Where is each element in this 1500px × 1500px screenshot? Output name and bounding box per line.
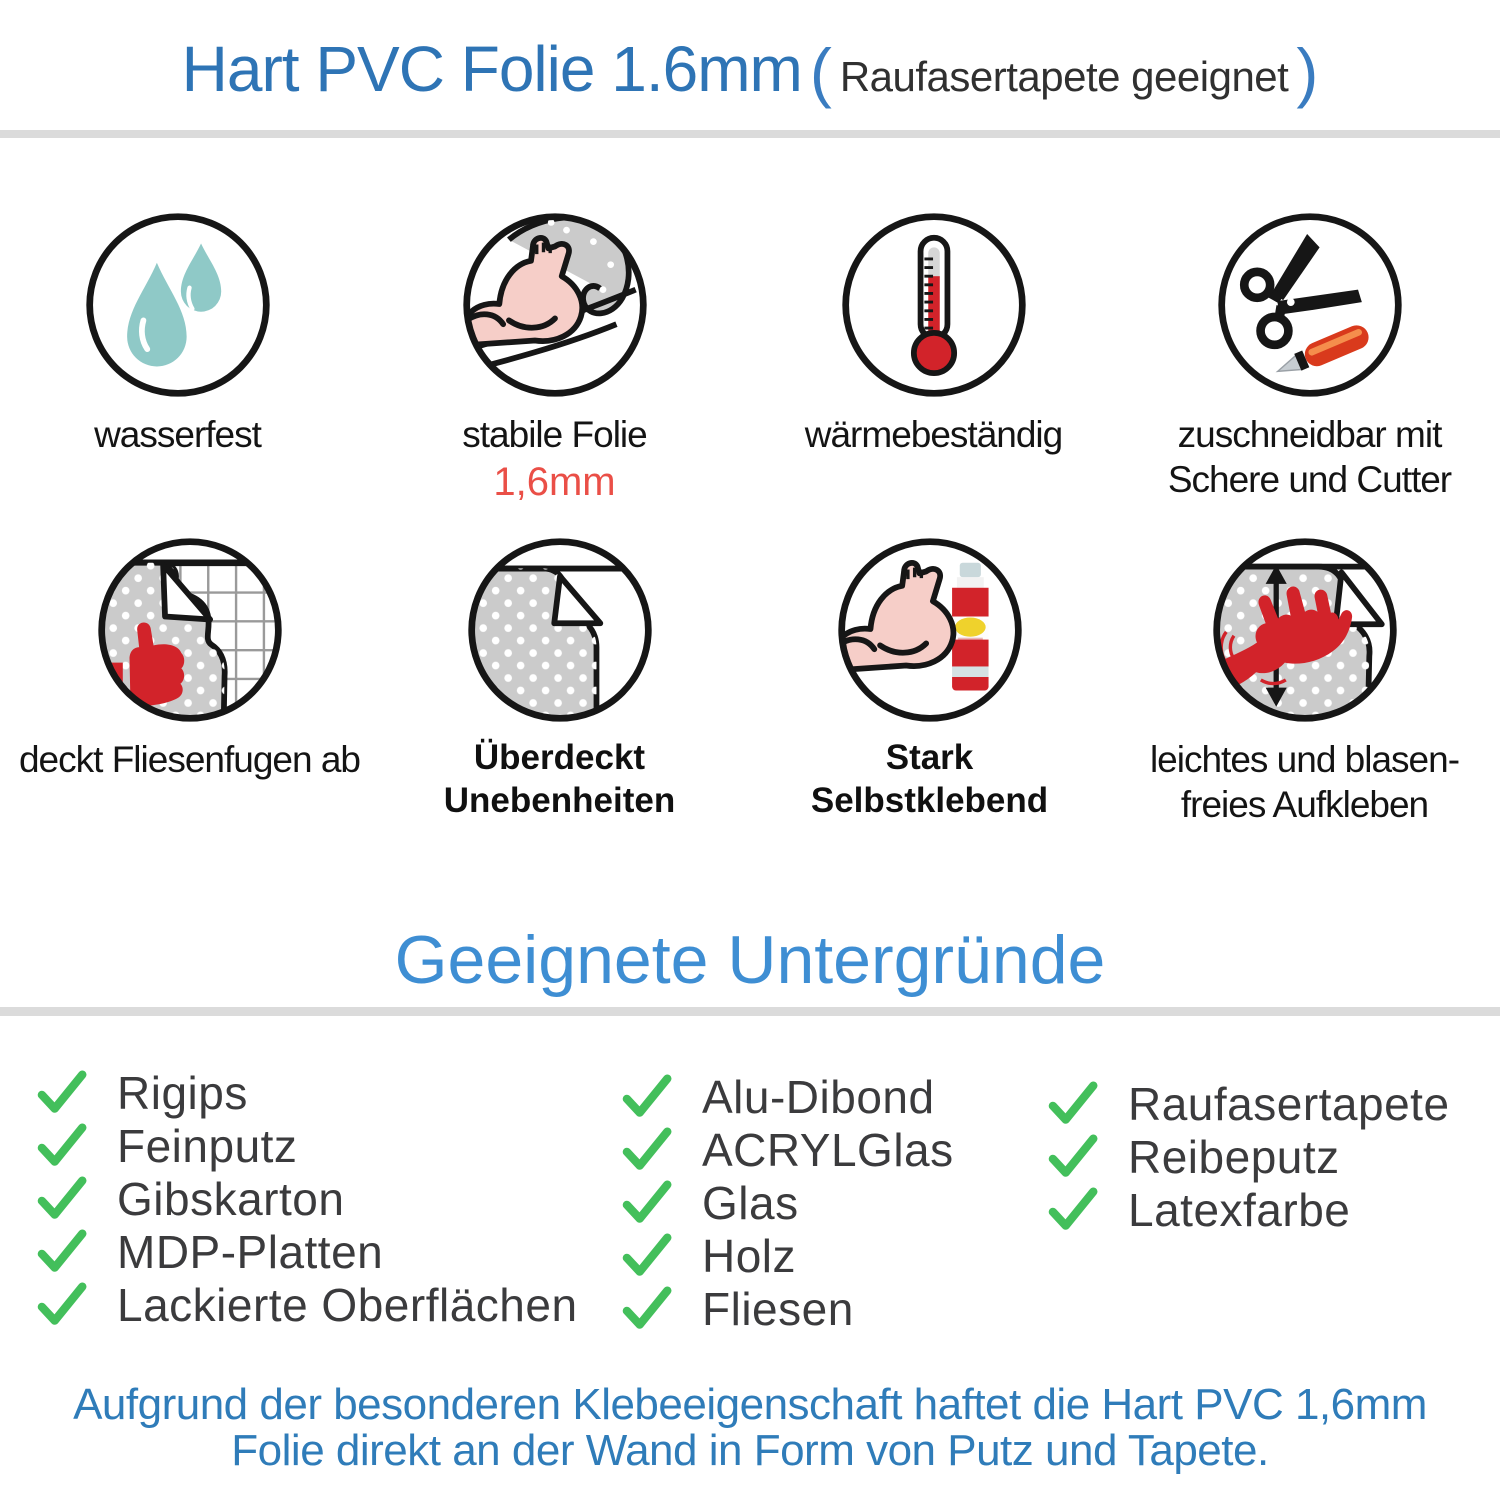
substrate-label: ACRYLGlas [702,1123,954,1176]
list-item: Gibskarton [35,1172,578,1225]
divider-section [0,1007,1500,1016]
list-item: MDP-Platten [35,1225,578,1278]
list-item: Alu-Dibond [620,1070,954,1123]
feature-label-line2: Selbstklebend [810,780,1049,820]
muscle-arm-foil-icon [462,213,647,397]
feature-fliesenfugen: deckt Fliesenfugen ab [2,534,377,782]
list-item: Latexfarbe [1046,1183,1450,1236]
feature-label: leichtes und blasen- [1149,739,1460,780]
check-icon [37,1122,87,1166]
substrate-label: Alu-Dibond [702,1070,935,1123]
feature-label-line2: Schere und Cutter [1167,459,1452,501]
list-item: Feinputz [35,1119,578,1172]
substrate-label: Glas [702,1176,799,1229]
check-icon [37,1175,87,1219]
check-icon [622,1073,672,1117]
feature-label: Überdeckt [473,738,646,777]
feature-label-line2: Unebenheiten [443,780,676,820]
list-item: Raufasertapete [1046,1077,1450,1130]
substrate-label: Holz [702,1229,797,1282]
feature-selbstklebend: Stark Selbstklebend [742,534,1117,822]
feature-thickness-value: 1,6mm [493,460,616,505]
substrate-label: Feinputz [117,1119,298,1172]
scissors-cutter-icon [1217,213,1402,397]
substrate-label: Latexfarbe [1128,1183,1351,1236]
substrate-label: MDP-Platten [117,1225,384,1278]
list-item: ACRYLGlas [620,1123,954,1176]
check-icon [1048,1186,1098,1230]
substrate-label: Raufasertapete [1128,1077,1450,1130]
hand-smoothing-icon [1212,538,1397,722]
check-icon [37,1069,87,1113]
title-subtitle: Raufasertapete geeignet [839,53,1289,100]
check-icon [622,1285,672,1329]
check-icon [37,1281,87,1325]
title-main: Hart PVC Folie 1.6mm [181,33,803,105]
feature-waermebestaendig: wärmebeständig [746,209,1121,457]
feature-label: zuschneidbar mit [1177,414,1443,455]
muscle-arm-glue-icon [837,538,1022,722]
list-item: Rigips [35,1066,578,1119]
thermometer-icon [841,213,1026,397]
list-item: Lackierte Oberflächen [35,1278,578,1331]
check-icon [1048,1080,1098,1124]
title-paren-open: ( [809,35,832,109]
list-item: Reibeputz [1046,1130,1450,1183]
feature-label-line2: freies Aufkleben [1180,784,1429,826]
list-item: Holz [620,1229,954,1282]
substrate-label: Fliesen [702,1282,854,1335]
feature-aufkleben: leichtes und blasen- freies Aufkleben [1117,534,1492,827]
page-title: Hart PVC Folie 1.6mm ( Raufasertapete ge… [0,30,1500,109]
list-item: Fliesen [620,1282,954,1335]
substrate-label: Reibeputz [1128,1130,1340,1183]
section-title: Geeignete Untergründe [394,922,1106,998]
feature-wasserfest: wasserfest [0,209,365,457]
feature-label: Stark [885,738,974,777]
feature-unebenheiten: Überdeckt Unebenheiten [372,534,747,822]
feature-label: wärmebeständig [804,414,1063,455]
feature-zuschneidbar: zuschneidbar mit Schere und Cutter [1122,209,1497,502]
list-item: Glas [620,1176,954,1229]
check-icon [1048,1133,1098,1177]
feature-label: stabile Folie [462,414,647,455]
footer-note: Aufgrund der besonderen Klebeeigenschaft… [0,1380,1500,1476]
check-icon [37,1228,87,1272]
foil-fold-icon [467,538,652,722]
substrate-column-3: Raufasertapete Reibeputz Latexfarbe [1046,1077,1450,1236]
substrate-label: Gibskarton [117,1172,345,1225]
check-icon [622,1179,672,1223]
thumb-up-tiles-icon [97,538,282,722]
feature-stabile-folie: stabile Folie 1,6mm [367,209,742,505]
check-icon [622,1126,672,1170]
divider-top [0,130,1500,138]
footer-line-1: Aufgrund der besonderen Klebeeigenschaft… [73,1380,1427,1429]
check-icon [622,1232,672,1276]
feature-label: wasserfest [94,414,262,455]
water-drops-icon [85,213,270,397]
substrate-column-2: Alu-Dibond ACRYLGlas Glas Holz Fliesen [620,1070,954,1335]
substrate-column-1: Rigips Feinputz Gibskarton MDP-Platten L… [35,1066,578,1331]
footer-line-2: Folie direkt an der Wand in Form von Put… [231,1426,1269,1476]
feature-label: deckt Fliesenfugen ab [18,739,361,780]
substrate-label: Lackierte Oberflächen [117,1278,578,1331]
substrate-label: Rigips [117,1066,248,1119]
title-paren-close: ) [1296,35,1319,109]
